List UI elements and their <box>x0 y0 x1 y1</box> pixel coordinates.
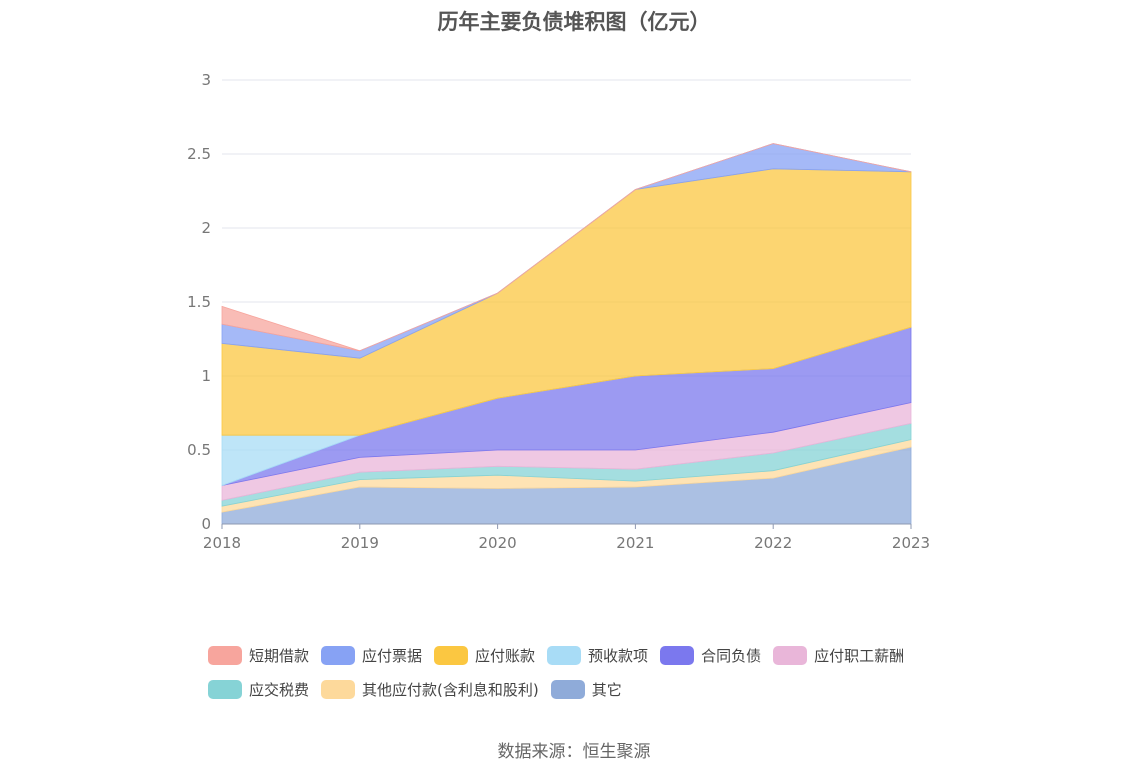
x-tick-label: 2021 <box>616 534 654 552</box>
legend-item[interactable]: 短期借款 <box>208 645 309 666</box>
legend-item[interactable]: 应交税费 <box>208 679 309 700</box>
legend-item[interactable]: 其他应付款(含利息和股利) <box>321 679 539 700</box>
legend-swatch <box>321 645 356 665</box>
legend-label: 合同负债 <box>701 646 762 665</box>
legend-label: 应交税费 <box>249 680 310 699</box>
y-tick-label: 1 <box>201 367 211 385</box>
legend-label: 短期借款 <box>249 646 310 665</box>
chart-legend: 短期借款 应付票据 应付账款 预收款项 合同负债 应付职工薪酬应交税费 其他应付款(含利息和… <box>208 638 968 706</box>
chart-title: 历年主要负债堆积图（亿元） <box>437 10 711 34</box>
y-tick-label: 2.5 <box>187 145 211 163</box>
legend-swatch <box>547 645 582 665</box>
legend-row: 应交税费 其他应付款(含利息和股利) 其它 <box>208 672 968 706</box>
data-source: 数据来源：恒生聚源 <box>497 742 651 762</box>
legend-label: 其它 <box>591 680 622 699</box>
legend-label: 应付账款 <box>475 646 536 665</box>
y-tick-label: 1.5 <box>187 293 211 311</box>
x-tick-label: 2023 <box>892 534 930 552</box>
y-tick-label: 0.5 <box>187 441 211 459</box>
legend-swatch <box>321 679 356 699</box>
legend-item[interactable]: 预收款项 <box>547 645 648 666</box>
legend-swatch <box>550 679 585 699</box>
legend-item[interactable]: 合同负债 <box>660 645 761 666</box>
legend-item[interactable]: 应付票据 <box>321 645 422 666</box>
y-tick-label: 0 <box>201 515 211 533</box>
x-tick-label: 2019 <box>341 534 379 552</box>
y-tick-label: 3 <box>201 71 211 89</box>
area-series-8 <box>221 143 912 352</box>
legend-swatch <box>773 645 808 665</box>
x-tick-label: 2018 <box>203 534 241 552</box>
x-tick-label: 2020 <box>479 534 517 552</box>
legend-swatch <box>208 645 242 665</box>
legend-item[interactable]: 应付职工薪酬 <box>773 645 904 666</box>
legend-swatch <box>434 645 469 665</box>
legend-label: 应付职工薪酬 <box>814 646 905 665</box>
y-tick-label: 2 <box>201 219 211 237</box>
x-tick-label: 2022 <box>754 534 792 552</box>
legend-label: 预收款项 <box>588 646 649 665</box>
legend-label: 其他应付款(含利息和股利) <box>362 680 539 699</box>
legend-item[interactable]: 应付账款 <box>434 645 535 666</box>
legend-row: 短期借款 应付票据 应付账款 预收款项 合同负债 应付职工薪酬 <box>208 638 968 672</box>
legend-item[interactable]: 其它 <box>550 679 622 700</box>
legend-swatch <box>660 645 695 665</box>
legend-label: 应付票据 <box>362 646 423 665</box>
legend-swatch <box>208 679 242 699</box>
